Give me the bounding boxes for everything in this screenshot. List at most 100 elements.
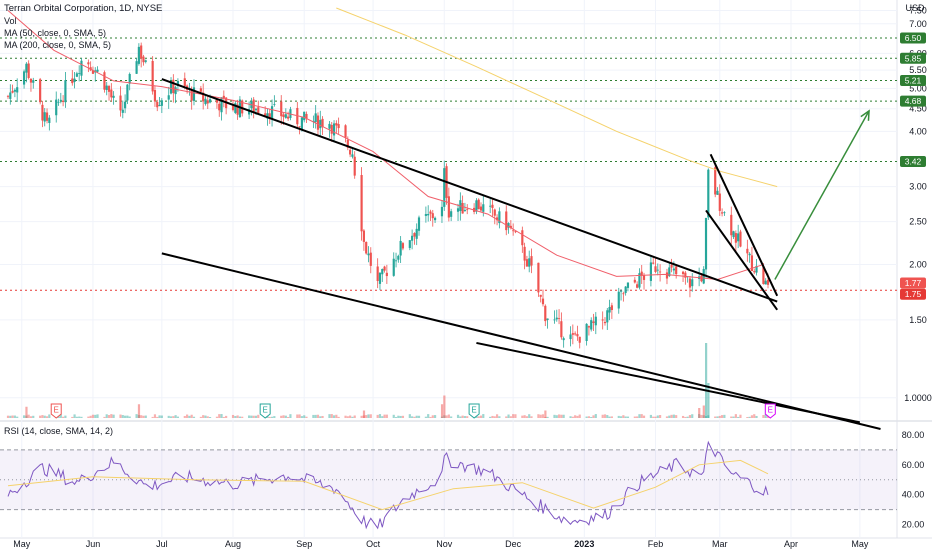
volume-bar	[521, 415, 524, 418]
volume-bar	[606, 415, 609, 418]
volume-bar	[665, 416, 669, 418]
volume-bar	[62, 416, 65, 418]
volume-bar	[576, 415, 579, 418]
ma50-legend[interactable]: MA (50, close, 0, SMA, 5)	[4, 28, 107, 38]
volume-bar	[716, 416, 719, 418]
symbol-title[interactable]: Terran Orbital Corporation, 1D, NYSE	[4, 3, 163, 14]
volume-bar	[160, 415, 163, 418]
volume-bar	[312, 414, 315, 418]
volume-bar	[94, 414, 97, 418]
volume-bar	[176, 416, 180, 418]
target-arrow-head	[860, 109, 870, 121]
volume-bar	[303, 415, 306, 418]
candle-body	[507, 223, 510, 228]
volume-bar	[569, 416, 572, 418]
volume-bar	[80, 416, 83, 418]
candle-body	[636, 284, 639, 288]
volume-bar	[107, 415, 111, 418]
ma200-legend[interactable]: MA (200, close, 0, SMA, 5)	[4, 40, 112, 50]
volume-bar	[433, 415, 437, 418]
candle-body	[546, 318, 549, 320]
volume-bar	[385, 414, 388, 418]
rsi-legend[interactable]: RSI (14, close, SMA, 14, 2)	[4, 426, 114, 436]
candle-body	[332, 123, 336, 136]
volume-bar	[459, 416, 462, 418]
candle-body	[64, 80, 67, 103]
candle-body	[479, 206, 483, 211]
volume-bar	[587, 416, 591, 418]
volume-bar	[656, 415, 659, 418]
volume-bar	[289, 414, 292, 418]
volume-legend[interactable]: Vol	[4, 16, 17, 26]
candle-body	[585, 323, 588, 342]
candle-body	[91, 70, 95, 74]
volume-bar	[151, 416, 154, 418]
candle-body	[440, 206, 444, 217]
price-axis[interactable]: 7.507.006.005.505.004.504.003.002.502.00…	[900, 3, 932, 530]
candle-body	[512, 230, 515, 232]
time-axis[interactable]: May Jun Jul Aug Sep Oct Nov Dec 2023 Feb Mar Apr May	[13, 539, 869, 549]
volume-bar	[636, 416, 639, 418]
candle-body	[734, 233, 737, 243]
volume-bar	[498, 416, 501, 418]
price-label-tag	[900, 75, 926, 87]
volume-bar	[156, 416, 159, 418]
candle-body	[284, 114, 287, 118]
candle-body	[539, 294, 542, 297]
volume-bar	[413, 416, 416, 418]
volume-bar	[128, 416, 131, 418]
candle-body	[493, 209, 496, 216]
trendline	[161, 252, 881, 430]
candle-body	[128, 73, 131, 84]
volume-bar	[39, 415, 42, 418]
candle-body	[335, 123, 338, 126]
rsi-pane	[0, 440, 897, 530]
volume-bar	[734, 414, 737, 418]
candle-body	[280, 101, 283, 117]
volume-bar	[672, 414, 675, 418]
volume-bar	[753, 414, 756, 418]
volume-bar	[206, 416, 209, 418]
volume-bar	[105, 414, 108, 418]
volume-bar	[394, 416, 398, 418]
candle-body	[174, 87, 177, 95]
volume-bar	[640, 414, 643, 418]
candle-body	[110, 89, 113, 98]
candle-body	[668, 267, 671, 277]
volume-bar	[461, 415, 464, 418]
candle-body	[413, 233, 416, 237]
volume-bar	[284, 415, 287, 418]
moving-averages	[7, 7, 778, 281]
candle-body	[254, 108, 258, 111]
x-tick-label: May	[851, 539, 869, 549]
candle-body	[562, 338, 565, 341]
candle-body	[32, 80, 35, 83]
candle-body	[183, 78, 186, 87]
volume-bar	[590, 416, 593, 418]
price-label-tag	[900, 277, 926, 289]
price-label-text: 3.42	[905, 156, 922, 166]
candle-body	[319, 119, 322, 129]
earnings-label: E	[768, 406, 773, 415]
volume-bar	[748, 416, 751, 418]
volume-bar	[351, 416, 354, 418]
volume-bar	[594, 414, 597, 418]
candle-body	[415, 228, 418, 239]
candle-body	[466, 209, 469, 211]
volume-bar	[27, 414, 30, 418]
candle-body	[541, 298, 545, 305]
volume-bar	[574, 415, 577, 418]
volume-bar	[381, 416, 384, 418]
candle-body	[553, 319, 556, 321]
volume-bar	[43, 415, 46, 418]
candle-body	[764, 280, 767, 285]
candle-body	[236, 104, 239, 115]
candle-body	[399, 240, 402, 256]
candle-body	[45, 112, 49, 121]
candle-body	[160, 100, 163, 106]
trendlines[interactable]	[161, 78, 881, 430]
candle-body	[603, 321, 607, 324]
